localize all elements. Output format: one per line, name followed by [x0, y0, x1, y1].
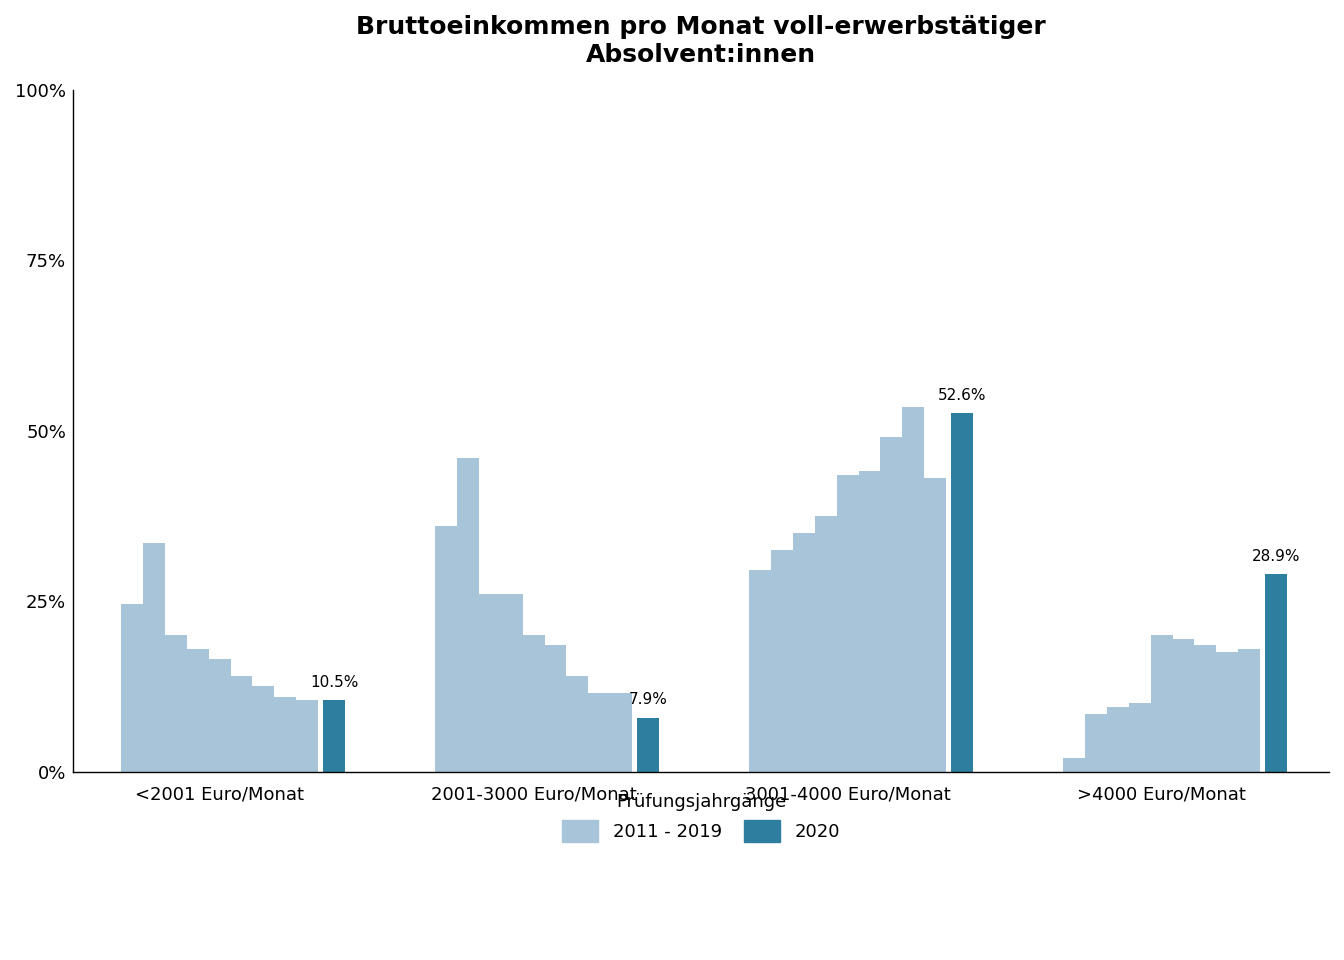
Bar [637, 718, 659, 772]
Text: 10.5%: 10.5% [310, 675, 359, 689]
Bar [610, 693, 632, 772]
Bar [1172, 638, 1195, 772]
Bar [435, 526, 457, 772]
Bar [144, 543, 165, 772]
Bar [837, 475, 859, 772]
Bar [566, 676, 589, 772]
Bar [501, 594, 523, 772]
Bar [457, 458, 478, 772]
Bar [523, 636, 544, 772]
Bar [880, 438, 902, 772]
Bar [324, 700, 345, 772]
Title: Bruttoeinkommen pro Monat voll-erwerbstätiger
Absolvent:innen: Bruttoeinkommen pro Monat voll-erwerbstä… [356, 15, 1046, 67]
Bar [814, 516, 837, 772]
Bar [1265, 574, 1288, 772]
Bar [859, 471, 880, 772]
Bar [1216, 652, 1238, 772]
Bar [208, 659, 231, 772]
Text: 52.6%: 52.6% [938, 388, 986, 402]
Bar [750, 570, 771, 772]
Bar [1086, 713, 1107, 772]
Bar [1107, 707, 1129, 772]
Bar [274, 697, 296, 772]
Bar [1063, 757, 1086, 772]
Text: 28.9%: 28.9% [1253, 549, 1301, 564]
Legend: 2011 - 2019, 2020: 2011 - 2019, 2020 [554, 784, 848, 852]
Bar [952, 413, 973, 772]
Bar [1129, 704, 1150, 772]
Bar [1238, 649, 1259, 772]
Bar [165, 636, 187, 772]
Bar [253, 686, 274, 772]
Bar [231, 676, 253, 772]
Bar [793, 533, 814, 772]
Bar [1150, 636, 1172, 772]
Bar [925, 478, 946, 772]
Bar [296, 700, 317, 772]
Bar [902, 407, 925, 772]
Bar [478, 594, 501, 772]
Text: 7.9%: 7.9% [629, 692, 668, 708]
Bar [121, 605, 144, 772]
Bar [589, 693, 610, 772]
Bar [1195, 645, 1216, 772]
Bar [544, 645, 566, 772]
Bar [771, 550, 793, 772]
Bar [187, 649, 208, 772]
